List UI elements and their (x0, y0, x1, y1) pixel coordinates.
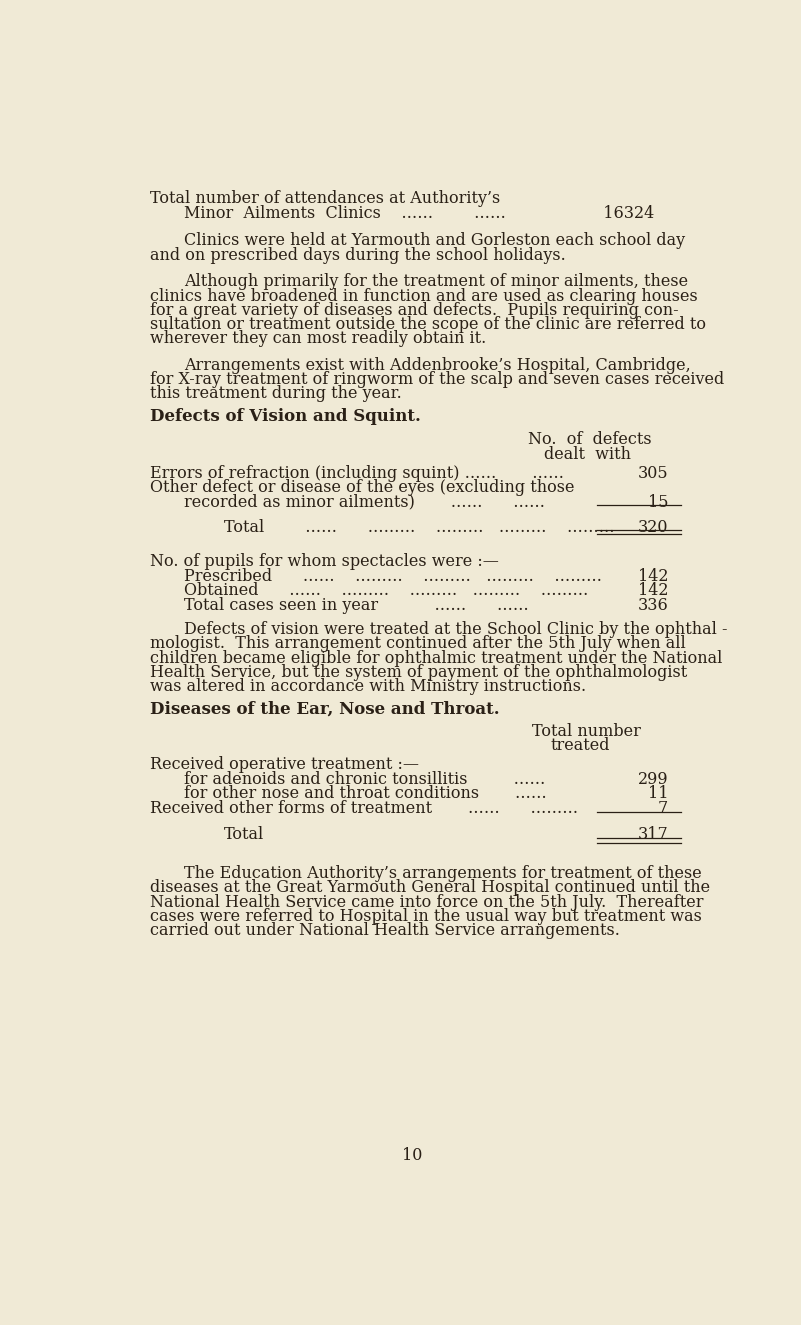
Text: No. of pupils for whom spectacles were :—: No. of pupils for whom spectacles were :… (150, 553, 499, 570)
Text: this treatment during the year.: this treatment during the year. (150, 386, 401, 403)
Text: Defects of vision were treated at the School Clinic by the ophthal -: Defects of vision were treated at the Sc… (184, 621, 727, 639)
Text: Total number: Total number (532, 723, 641, 741)
Text: was altered in accordance with Ministry instructions.: was altered in accordance with Ministry … (150, 678, 586, 696)
Text: for other nose and throat conditions       ……: for other nose and throat conditions …… (184, 786, 546, 803)
Text: Defects of Vision and Squint.: Defects of Vision and Squint. (150, 408, 421, 425)
Text: Diseases of the Ear, Nose and Throat.: Diseases of the Ear, Nose and Throat. (150, 701, 499, 718)
Text: diseases at the Great Yarmouth General Hospital continued until the: diseases at the Great Yarmouth General H… (150, 880, 710, 896)
Text: 317: 317 (638, 827, 668, 843)
Text: for adenoids and chronic tonsillitis         ……: for adenoids and chronic tonsillitis …… (184, 771, 545, 788)
Text: children became eligible for ophthalmic treatment under the National: children became eligible for ophthalmic … (150, 649, 723, 666)
Text: Health Service, but the system of payment of the ophthalmologist: Health Service, but the system of paymen… (150, 664, 687, 681)
Text: 320: 320 (638, 519, 668, 537)
Text: for X-ray treatment of ringworm of the scalp and seven cases received: for X-ray treatment of ringworm of the s… (150, 371, 724, 388)
Text: Errors of refraction (including squint) ……       ……: Errors of refraction (including squint) … (150, 465, 564, 482)
Text: wherever they can most readily obtain it.: wherever they can most readily obtain it… (150, 330, 486, 347)
Text: The Education Authority’s arrangements for treatment of these: The Education Authority’s arrangements f… (184, 865, 702, 882)
Text: Received operative treatment :—: Received operative treatment :— (150, 755, 419, 772)
Text: Obtained      ……    ………    ………   ………    ………: Obtained …… ……… ……… ……… ……… (184, 583, 588, 599)
Text: Received other forms of treatment       ……      ………: Received other forms of treatment …… ……… (150, 800, 578, 816)
Text: 336: 336 (638, 596, 668, 613)
Text: 142: 142 (638, 568, 668, 586)
Text: Arrangements exist with Addenbrooke’s Hospital, Cambridge,: Arrangements exist with Addenbrooke’s Ho… (184, 356, 690, 374)
Text: Other defect or disease of the eyes (excluding those: Other defect or disease of the eyes (exc… (150, 480, 574, 497)
Text: 15: 15 (648, 494, 668, 510)
Text: cases were referred to Hospital in the usual way but treatment was: cases were referred to Hospital in the u… (150, 908, 702, 925)
Text: sultation or treatment outside the scope of the clinic are referred to: sultation or treatment outside the scope… (150, 317, 706, 333)
Text: Clinics were held at Yarmouth and Gorleston each school day: Clinics were held at Yarmouth and Gorles… (184, 232, 685, 249)
Text: for a great variety of diseases and defects.  Pupils requiring con-: for a great variety of diseases and defe… (150, 302, 678, 319)
Text: Prescribed      ……    ………    ………   ………    ………: Prescribed …… ……… ……… ……… ……… (184, 568, 602, 586)
Text: 305: 305 (638, 465, 668, 482)
Text: mologist.  This arrangement continued after the 5th July when all: mologist. This arrangement continued aft… (150, 636, 686, 652)
Text: Total        ……      ………    ………   ………    ………: Total …… ……… ……… ……… ……… (224, 519, 615, 537)
Text: clinics have broadened in function and are used as clearing houses: clinics have broadened in function and a… (150, 288, 698, 305)
Text: No.  of  defects: No. of defects (529, 432, 652, 448)
Text: Minor  Ailments  Clinics    ……        ……                   16324: Minor Ailments Clinics …… …… 16324 (184, 205, 654, 221)
Text: Total cases seen in year           ……      ……: Total cases seen in year …… …… (184, 596, 529, 613)
Text: and on prescribed days during the school holidays.: and on prescribed days during the school… (150, 246, 566, 264)
Text: Total number of attendances at Authority’s: Total number of attendances at Authority… (150, 189, 500, 207)
Text: treated: treated (550, 738, 610, 754)
Text: 299: 299 (638, 771, 668, 788)
Text: 11: 11 (648, 786, 668, 803)
Text: Total: Total (224, 827, 264, 843)
Text: 7: 7 (658, 800, 668, 816)
Text: National Health Service came into force on the 5th July.  Thereafter: National Health Service came into force … (150, 893, 703, 910)
Text: 142: 142 (638, 583, 668, 599)
Text: recorded as minor ailments)       ……      ……: recorded as minor ailments) …… …… (184, 494, 545, 510)
Text: 10: 10 (402, 1146, 423, 1163)
Text: dealt  with: dealt with (544, 445, 631, 462)
Text: carried out under National Health Service arrangements.: carried out under National Health Servic… (150, 922, 620, 939)
Text: Although primarily for the treatment of minor ailments, these: Although primarily for the treatment of … (184, 273, 688, 290)
